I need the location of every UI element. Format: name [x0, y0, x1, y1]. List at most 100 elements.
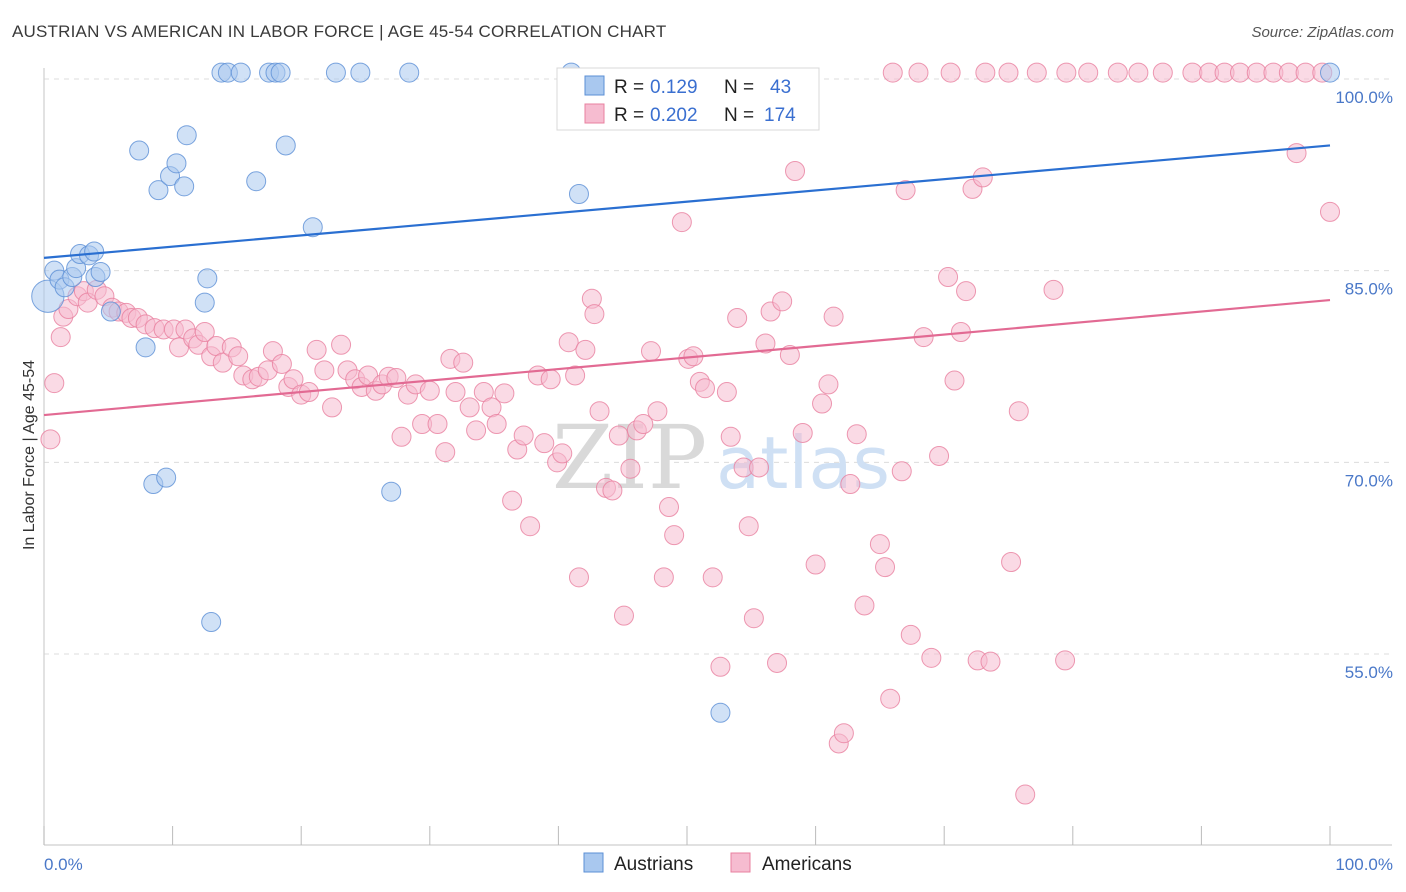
legend-n-label-americans: N =: [724, 105, 754, 126]
american-point: [812, 393, 833, 414]
legend-r-value-austrians: 0.129: [650, 77, 698, 98]
x-tick-label: 0.0%: [44, 855, 83, 874]
american-point: [805, 554, 826, 575]
austrian-point: [197, 268, 218, 289]
american-point: [940, 62, 961, 83]
american-point: [534, 433, 555, 454]
american-point: [869, 534, 890, 555]
legend-n-value-austrians: 43: [770, 77, 791, 98]
american-point: [306, 339, 327, 360]
american-point: [640, 341, 661, 362]
austrian-point: [325, 62, 346, 83]
austrian-point: [194, 292, 215, 313]
american-point: [1128, 62, 1149, 83]
american-point: [1278, 62, 1299, 83]
austrian-point: [246, 171, 267, 192]
austrian-point: [275, 135, 296, 156]
american-point: [169, 337, 190, 358]
american-point: [727, 307, 748, 328]
austrian-point: [710, 702, 731, 723]
american-point: [921, 647, 942, 668]
american-point: [459, 397, 480, 418]
american-point: [900, 624, 921, 645]
american-point: [1001, 552, 1022, 572]
american-point: [271, 353, 292, 374]
american-point: [929, 445, 950, 466]
austrian-point: [381, 481, 402, 502]
american-point: [882, 62, 903, 83]
american-point: [494, 383, 515, 404]
american-point: [613, 605, 634, 626]
american-point: [419, 380, 440, 401]
american-point: [658, 497, 679, 518]
american-point: [445, 382, 466, 403]
legend-r-label-austrians: R =: [614, 77, 644, 98]
american-point: [785, 161, 806, 181]
american-point: [228, 346, 249, 367]
american-point: [552, 443, 573, 464]
american-point: [1246, 62, 1267, 83]
bottom-legend-austrians: Austrians: [614, 854, 693, 875]
american-point: [575, 339, 596, 360]
american-point: [664, 525, 685, 546]
legend-swatch-americans: [584, 103, 605, 124]
american-point: [975, 62, 996, 83]
austrian-point: [90, 261, 111, 282]
american-point: [720, 426, 741, 447]
american-point: [427, 414, 448, 434]
legend-n-label-austrians: N =: [724, 77, 754, 98]
american-point: [1043, 279, 1064, 300]
american-point: [1182, 62, 1203, 83]
austrian-point: [302, 217, 323, 238]
american-point: [840, 474, 861, 495]
austrian-point: [84, 241, 105, 262]
american-point: [792, 422, 813, 443]
american-point: [1320, 201, 1340, 222]
austrian-point: [156, 467, 177, 488]
bottom-legend: Austrians Americans: [583, 852, 852, 875]
american-point: [1008, 401, 1029, 422]
y-tick-label: 55.0%: [1345, 663, 1393, 682]
american-point: [710, 656, 731, 677]
american-point: [589, 401, 610, 422]
american-point: [502, 490, 523, 511]
austrian-point: [230, 62, 251, 83]
american-point: [40, 429, 61, 450]
american-point: [1055, 650, 1076, 671]
austrian-point: [176, 125, 197, 146]
american-point: [833, 723, 854, 744]
austrian-point: [174, 176, 195, 197]
american-point: [647, 401, 668, 422]
bottom-legend-swatch-austrians: [583, 852, 604, 873]
austrian-point: [568, 184, 589, 204]
austrian-point: [129, 140, 150, 161]
american-point: [938, 267, 959, 288]
trend-lines: [43, 144, 1331, 417]
austrians-trend-line: [43, 144, 1331, 259]
bottom-legend-americans: Americans: [762, 854, 852, 875]
austrian-point: [350, 62, 371, 83]
american-point: [895, 180, 916, 201]
legend-r-value-americans: 0.202: [650, 105, 698, 126]
austrian-point: [201, 612, 222, 633]
american-point: [435, 442, 456, 463]
american-point: [823, 306, 844, 327]
american-point: [558, 332, 579, 353]
american-point: [331, 334, 352, 355]
american-point: [1286, 143, 1307, 164]
american-point: [767, 652, 788, 673]
american-point: [755, 333, 776, 354]
american-point: [565, 365, 586, 386]
american-point: [653, 567, 674, 588]
chart-title: AUSTRIAN VS AMERICAN IN LABOR FORCE | AG…: [12, 22, 667, 41]
american-point: [908, 62, 929, 83]
american-point: [540, 369, 561, 390]
american-point: [956, 281, 977, 302]
american-point: [608, 425, 629, 446]
american-point: [314, 360, 335, 381]
american-point: [875, 557, 896, 578]
x-tick-labels: 0.0% 100.0%: [44, 855, 1393, 874]
watermark-zip: ZIP: [552, 406, 707, 509]
axes: [43, 68, 1392, 846]
